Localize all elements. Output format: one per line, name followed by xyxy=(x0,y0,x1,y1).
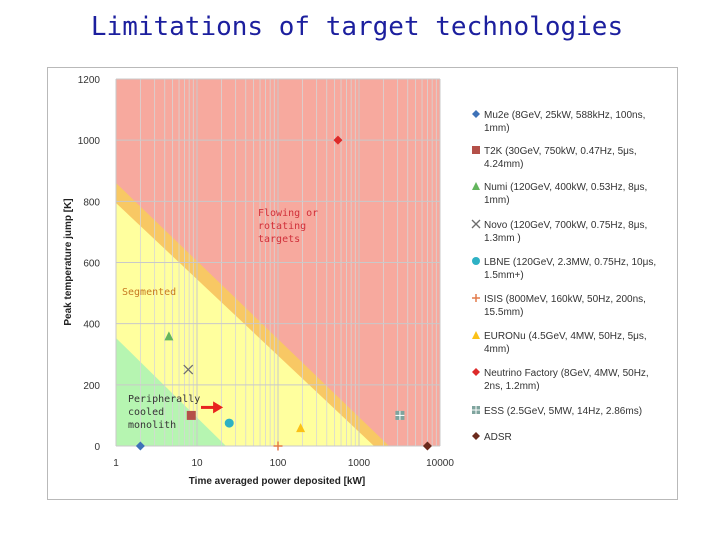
y-tick-label: 0 xyxy=(94,442,100,453)
x-tick-label: 1 xyxy=(113,458,119,469)
y-tick-label: 200 xyxy=(83,381,100,392)
legend-marker xyxy=(471,219,481,229)
legend-marker xyxy=(472,146,480,154)
legend-label: LBNE (120GeV, 2.3MW, 0.75Hz, 10μs, xyxy=(484,257,656,268)
region-annotation: cooled xyxy=(128,407,164,418)
legend-marker xyxy=(472,182,480,190)
legend-label: ESS (2.5GeV, 5MW, 14Hz, 2.86ms) xyxy=(484,406,642,417)
y-axis-label: Peak temperature jump [K] xyxy=(63,198,74,325)
legend-label: 1.5mm+) xyxy=(484,270,524,281)
data-point-numi xyxy=(164,331,174,341)
x-axis-label: Time averaged power deposited [kW] xyxy=(189,476,366,487)
legend-label: 1mm) xyxy=(484,123,510,134)
legend-marker xyxy=(472,257,480,265)
legend-label: Numi (120GeV, 400kW, 0.53Hz, 8μs, xyxy=(484,182,647,193)
legend-item-ess: ESS (2.5GeV, 5MW, 14Hz, 2.86ms) xyxy=(472,406,642,417)
legend-item-euronu: EURONu (4.5GeV, 4MW, 50Hz, 5μs, 4mm) xyxy=(472,331,647,355)
legend-item-novo: Novo (120GeV, 700kW, 0.75Hz, 8μs, 1.3mm ) xyxy=(471,219,647,244)
legend-marker xyxy=(472,294,480,302)
legend-label: 4.24mm) xyxy=(484,159,523,170)
y-tick-label: 600 xyxy=(83,259,100,270)
y-tick-label: 400 xyxy=(83,320,100,331)
legend-item-adsr: ADSR xyxy=(472,432,512,443)
legend-label: ISIS (800MeV, 160kW, 50Hz, 200ns, xyxy=(484,294,646,305)
y-tick-label: 800 xyxy=(83,197,100,208)
region-annotation: monolith xyxy=(128,420,176,431)
legend-marker xyxy=(472,368,480,376)
data-point-adsr xyxy=(422,441,432,451)
legend-label: T2K (30GeV, 750kW, 0.47Hz, 5μs, xyxy=(484,146,637,157)
x-tick-label: 100 xyxy=(270,458,287,469)
data-point-ess xyxy=(395,410,405,420)
legend-marker xyxy=(472,406,480,414)
legend-marker xyxy=(472,432,480,440)
legend-item-lbne: LBNE (120GeV, 2.3MW, 0.75Hz, 10μs, 1.5mm+… xyxy=(472,257,656,281)
x-tick-label: 10000 xyxy=(426,458,454,469)
legend-item-mu2e: Mu2e (8GeV, 25kW, 588kHz, 100ns, 1mm) xyxy=(472,110,645,134)
arrow-head xyxy=(213,401,224,414)
region-annotation: Peripherally xyxy=(128,394,200,405)
legend-label: 15.5mm) xyxy=(484,307,523,318)
legend-label: 2ns, 1.2mm) xyxy=(484,381,540,392)
y-tick-label: 1000 xyxy=(78,136,101,147)
slide-title: Limitations of target technologies xyxy=(90,12,624,42)
legend-label: 1mm) xyxy=(484,195,510,206)
region-annotation: Segmented xyxy=(122,287,176,298)
y-tick-label: 1200 xyxy=(78,75,101,86)
legend-marker xyxy=(472,110,480,118)
data-point-t2k xyxy=(186,410,196,420)
legend-item-isis: ISIS (800MeV, 160kW, 50Hz, 200ns, 15.5mm) xyxy=(472,294,646,318)
legend-label: Mu2e (8GeV, 25kW, 588kHz, 100ns, xyxy=(484,110,645,121)
data-point-novo xyxy=(183,364,194,375)
legend-marker xyxy=(472,331,480,339)
legend-label: Neutrino Factory (8GeV, 4MW, 50Hz, xyxy=(484,368,649,379)
data-point-neutrino-factory xyxy=(333,135,343,145)
data-point-isis xyxy=(273,441,283,451)
data-point-novo-stroke xyxy=(183,364,194,375)
legend-label: 4mm) xyxy=(484,344,510,355)
x-tick-label: 10 xyxy=(191,458,203,469)
region-annotation: rotating xyxy=(258,221,306,232)
data-point-euronu xyxy=(296,423,306,433)
region-annotation: Flowing or xyxy=(258,208,318,219)
region-peripheral-monolith xyxy=(116,338,226,446)
x-tick-label: 1000 xyxy=(348,458,371,469)
data-point-lbne xyxy=(224,418,234,428)
legend-item-t2k: T2K (30GeV, 750kW, 0.47Hz, 5μs, 4.24mm) xyxy=(472,146,637,170)
legend-label: Novo (120GeV, 700kW, 0.75Hz, 8μs, xyxy=(484,220,647,231)
legend-item-numi: Numi (120GeV, 400kW, 0.53Hz, 8μs, 1mm) xyxy=(472,182,647,206)
legend-label: EURONu (4.5GeV, 4MW, 50Hz, 5μs, xyxy=(484,331,647,342)
legend-label: ADSR xyxy=(484,432,512,443)
legend-label: 1.3mm ) xyxy=(484,233,521,244)
legend-marker-stroke xyxy=(471,219,481,229)
legend-item-neutrino-factory: Neutrino Factory (8GeV, 4MW, 50Hz, 2ns, 1… xyxy=(472,368,649,392)
data-point-mu2e xyxy=(135,441,145,451)
region-annotation: targets xyxy=(258,234,300,245)
